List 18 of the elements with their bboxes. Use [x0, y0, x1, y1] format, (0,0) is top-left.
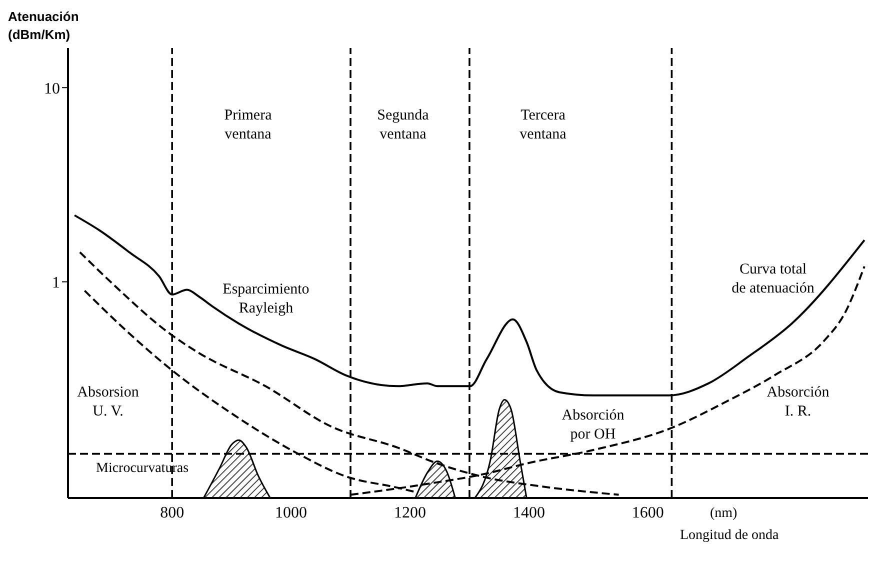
annotation: Tercera ventana [520, 108, 567, 143]
x-axis-title: (nm) Longitud de onda [680, 505, 779, 545]
y-axis-title: Atenuación (dBm/Km) [8, 8, 79, 44]
x-tick-label: 1400 [512, 504, 545, 522]
y-tick-label: 1 [52, 274, 60, 292]
annotation: Absorción I. R. [766, 385, 830, 420]
x-tick-label: 800 [160, 504, 184, 522]
annotation: Segunda ventana [377, 108, 430, 143]
ref-line-label: Microcurvaturas [96, 460, 189, 476]
annotation: Absorsion U. V. [77, 385, 140, 420]
x-tick-label: 1200 [394, 504, 426, 522]
annotation: Esparcimiento Rayleigh [222, 282, 310, 317]
annotation: Curva total de atenuación [732, 262, 815, 297]
annotation: Primera ventana [224, 108, 272, 143]
annotation: Absorción por OH [562, 408, 625, 443]
x-tick-label: 1600 [632, 504, 664, 522]
x-tick-label: 1000 [275, 504, 308, 522]
y-tick-label: 10 [44, 80, 60, 98]
